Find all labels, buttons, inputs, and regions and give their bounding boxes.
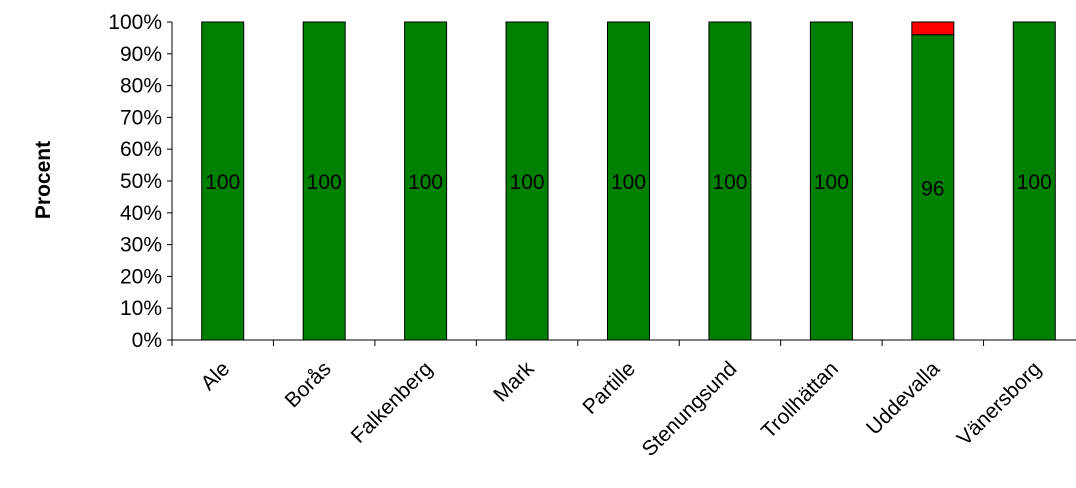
data-label: 96 (921, 177, 944, 200)
category-label: Partille (578, 357, 640, 419)
bar-segment (809, 21, 853, 341)
y-tick-label: 0% (132, 329, 162, 352)
category-label: Mark (489, 357, 539, 407)
bar-segment (911, 34, 955, 341)
category-labels: Ale Borås Falkenberg Mark PartilleStenungsun… (197, 357, 1046, 461)
y-tick-label: 100% (108, 11, 162, 34)
y-axis-ticks: 0% 10% 20% 30% 40% 50% 60% 70% 80% 90% 100% (108, 11, 172, 352)
category-label: Borås (281, 357, 336, 412)
y-tick-label: 40% (120, 202, 162, 225)
data-label: 100 (205, 171, 240, 194)
bar-segment (404, 21, 448, 341)
bar-segment (302, 21, 346, 341)
category-label: Ale (197, 357, 235, 395)
data-label: 100 (1017, 171, 1052, 194)
bar-segment (708, 21, 752, 341)
category-label: Stenungsund (638, 357, 742, 461)
category-label: Vänersborg (953, 357, 1046, 450)
data-label: 100 (307, 171, 342, 194)
y-tick-label: 60% (120, 138, 162, 161)
category-label: Trollhättan (757, 357, 843, 443)
bar-segment (607, 21, 650, 341)
axes (171, 22, 1076, 346)
y-tick-label: 80% (120, 75, 162, 98)
y-tick-label: 30% (120, 234, 162, 257)
y-tick-label: 50% (120, 170, 162, 193)
y-axis-label: Procent (32, 141, 55, 219)
data-label: 100 (408, 171, 443, 194)
y-tick-label: 70% (120, 106, 162, 129)
data-label: 100 (712, 171, 747, 194)
data-labels: 100 100 100 100 100 100 100 96 100 (205, 171, 1052, 200)
bars (201, 21, 1056, 341)
data-label: 100 (814, 171, 849, 194)
y-tick-label: 20% (120, 265, 162, 288)
bar-segment (201, 21, 245, 341)
bar-segment (505, 21, 549, 341)
category-label: Falkenberg (347, 357, 438, 448)
bar-segment (911, 21, 955, 36)
y-tick-label: 90% (120, 43, 162, 66)
bar-segment (1012, 21, 1056, 341)
y-tick-label: 10% (120, 297, 162, 320)
data-label: 100 (611, 171, 646, 194)
category-label: Uddevalla (862, 357, 945, 440)
data-label: 100 (510, 171, 545, 194)
